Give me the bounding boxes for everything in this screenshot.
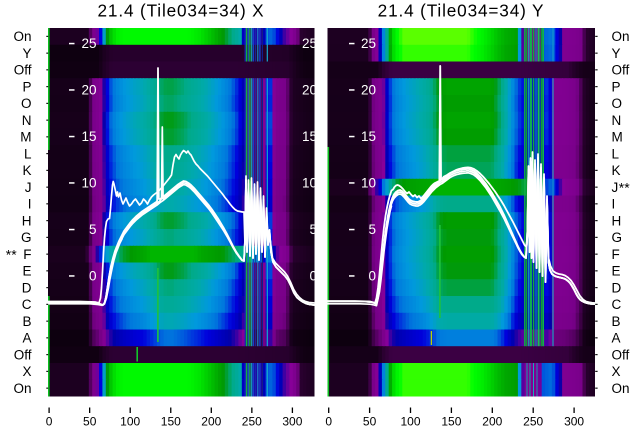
svg-text:B: B (22, 314, 31, 329)
svg-text:0: 0 (46, 415, 53, 429)
svg-text:200: 200 (482, 415, 502, 429)
svg-text:300: 300 (282, 415, 302, 429)
svg-text:I: I (28, 197, 32, 212)
svg-text:100: 100 (120, 415, 140, 429)
svg-text:Y: Y (22, 46, 31, 61)
svg-text:On: On (612, 29, 630, 44)
svg-text:F: F (612, 247, 620, 262)
svg-text:G: G (21, 230, 32, 245)
svg-text:H: H (22, 213, 32, 228)
svg-text:J: J (612, 180, 619, 195)
svg-text:C: C (612, 297, 622, 312)
svg-text:N: N (22, 113, 32, 128)
svg-text:E: E (612, 264, 621, 279)
svg-text:N: N (612, 113, 622, 128)
svg-text:Y: Y (612, 46, 621, 61)
svg-text:0: 0 (309, 269, 317, 284)
svg-text:Off: Off (14, 347, 32, 362)
svg-text:Off: Off (612, 63, 630, 78)
svg-text:M: M (20, 130, 31, 145)
svg-text:20: 20 (81, 83, 96, 98)
svg-text:K: K (612, 163, 621, 178)
svg-text:H: H (612, 213, 622, 228)
svg-text:Off: Off (14, 63, 32, 78)
svg-text:**: ** (619, 180, 630, 196)
svg-text:50: 50 (363, 415, 377, 429)
svg-text:15: 15 (302, 129, 317, 144)
svg-text:O: O (21, 96, 32, 111)
svg-text:0: 0 (89, 269, 97, 284)
svg-text:P: P (612, 79, 621, 94)
svg-text:J: J (25, 180, 32, 195)
svg-text:D: D (612, 280, 622, 295)
svg-text:X: X (22, 364, 31, 379)
svg-text:0: 0 (325, 415, 332, 429)
svg-text:15: 15 (361, 129, 376, 144)
svg-text:0: 0 (368, 269, 376, 284)
svg-text:250: 250 (523, 415, 543, 429)
svg-text:10: 10 (302, 176, 317, 191)
svg-text:21.4 (Tile034=34) Y: 21.4 (Tile034=34) Y (378, 1, 545, 21)
svg-text:P: P (22, 79, 31, 94)
svg-text:250: 250 (242, 415, 262, 429)
svg-text:20: 20 (361, 83, 376, 98)
svg-text:M: M (612, 130, 623, 145)
svg-text:O: O (612, 96, 623, 111)
svg-text:5: 5 (309, 222, 317, 237)
svg-text:A: A (22, 331, 31, 346)
svg-text:10: 10 (81, 176, 96, 191)
svg-text:D: D (22, 280, 32, 295)
svg-text:G: G (612, 230, 623, 245)
svg-text:300: 300 (564, 415, 584, 429)
svg-text:100: 100 (400, 415, 420, 429)
svg-text:L: L (24, 146, 32, 161)
svg-text:10: 10 (361, 176, 376, 191)
svg-text:L: L (612, 146, 620, 161)
svg-text:E: E (22, 264, 31, 279)
svg-text:A: A (612, 331, 621, 346)
svg-text:21.4 (Tile034=34) X: 21.4 (Tile034=34) X (98, 1, 265, 21)
svg-text:5: 5 (368, 222, 376, 237)
svg-text:Off: Off (612, 347, 630, 362)
svg-text:**: ** (6, 247, 17, 263)
svg-text:On: On (13, 381, 31, 396)
svg-text:K: K (22, 163, 31, 178)
svg-text:I: I (612, 197, 616, 212)
svg-text:On: On (13, 29, 31, 44)
svg-text:C: C (22, 297, 32, 312)
svg-text:50: 50 (83, 415, 97, 429)
svg-text:150: 150 (161, 415, 181, 429)
svg-text:15: 15 (81, 129, 96, 144)
svg-text:F: F (23, 247, 31, 262)
svg-text:150: 150 (441, 415, 461, 429)
svg-text:25: 25 (361, 36, 376, 51)
svg-text:On: On (612, 381, 630, 396)
svg-text:200: 200 (201, 415, 221, 429)
svg-text:25: 25 (81, 36, 96, 51)
svg-text:B: B (612, 314, 621, 329)
svg-text:X: X (612, 364, 621, 379)
svg-text:25: 25 (302, 36, 317, 51)
svg-text:20: 20 (302, 83, 317, 98)
svg-text:5: 5 (89, 222, 97, 237)
